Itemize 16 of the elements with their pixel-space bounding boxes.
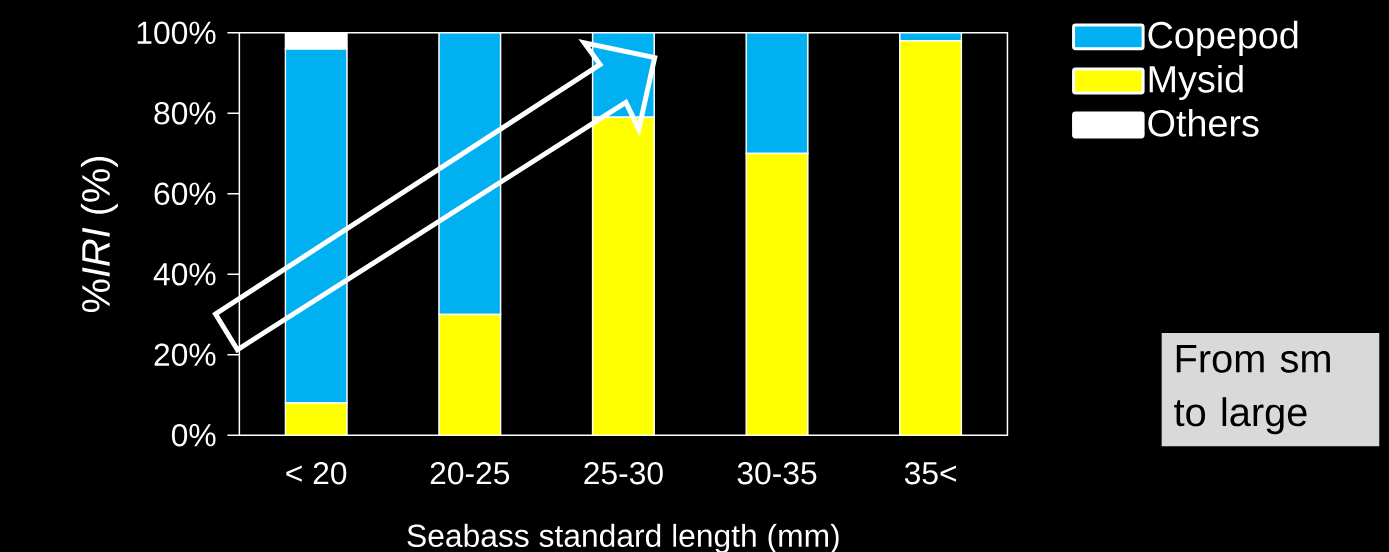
y-tick-label: 40% xyxy=(153,262,216,286)
y-axis-title: %IRI (%) xyxy=(80,156,118,312)
x-tick-label: 25-30 xyxy=(584,461,663,485)
x-tick-label: 35< xyxy=(904,461,957,485)
y-tick-label: 100% xyxy=(137,21,216,44)
y-tick-label: 0% xyxy=(171,423,216,447)
legend-label: Others xyxy=(1148,108,1259,137)
legend-label: Mysid xyxy=(1149,64,1243,100)
x-tick-label: 20-25 xyxy=(430,461,510,485)
y-tick-label: 20% xyxy=(154,343,216,366)
y-tick-label: 80% xyxy=(154,101,216,125)
x-tick-label: 30-35 xyxy=(737,461,817,485)
text: From sm to large xyxy=(1174,344,1330,435)
legend-label: Copepod xyxy=(1148,20,1298,56)
y-tick-label: 60% xyxy=(154,182,216,205)
x-tick-label: < 20 xyxy=(286,461,347,485)
